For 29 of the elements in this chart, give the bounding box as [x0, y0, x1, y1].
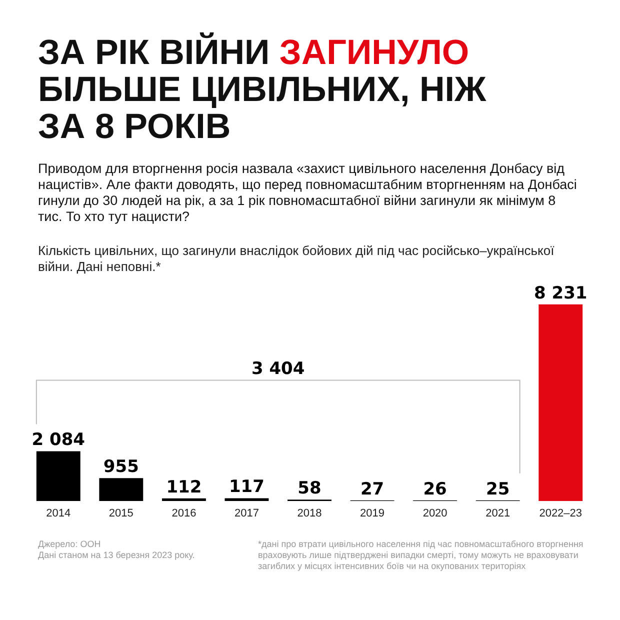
data-label: 27 [360, 479, 384, 500]
bar [162, 498, 206, 501]
data-label: 112 [166, 477, 202, 498]
x-tick-label: 2017 [234, 508, 259, 520]
data-label: 8 231 [534, 283, 588, 304]
x-tick-label: 2014 [46, 508, 71, 520]
x-tick-label: 2022–23 [539, 508, 582, 520]
x-tick-label: 2018 [297, 508, 322, 520]
data-label: 26 [423, 479, 447, 500]
x-tick-label: 2019 [360, 508, 385, 520]
text: Кількість цивільних, що загинули внаслідок бойових дій під час російсько–української війни. Дані неповні.* [38, 243, 556, 275]
chart-title: ЗА РІК ВІЙНИ ЗАГИНУЛО БІЛЬШЕ ЦИВІЛЬНИХ, НІЖ ЗА 8 РОКІВ [38, 33, 486, 146]
x-tick-label: 2016 [172, 508, 196, 520]
chart-subtitle: Приводом для вторгнення росія назвала «захист цивільного населення Донбасу від нацистів». Але факти доводять, що перед повномасштабним вторгненням на Донбасі гинули до 30 людей на рік, а за 1 рік повномасштабної війни загинули як мінімум 8 тис. То хто тут нацисти? [38, 161, 578, 225]
data-label: 117 [228, 477, 264, 498]
x-tick-label: 2020 [422, 508, 448, 520]
text: Джерело: ООН Дані станом на 13 березня 2023 року. [38, 539, 196, 562]
data-label: 955 [103, 457, 139, 478]
text: *дані про втрати цивільного населення під час повномасштабного вторгнення враховують лише підтверджені випадки смерті, тому можуть не враховувати загиблих у місцях інтенсивних боїв чи на окупованих територіях [258, 539, 584, 572]
bar [36, 451, 80, 501]
x-tick-label: 2021 [486, 508, 510, 520]
bar [538, 304, 583, 501]
bar [224, 498, 269, 501]
x-tick-label: 2015 [108, 508, 134, 520]
annotation: 3 404 [251, 359, 305, 380]
data-label: 2 084 [32, 430, 86, 450]
data-label: 58 [298, 478, 322, 499]
bar [99, 478, 144, 501]
data-label: 25 [486, 479, 510, 500]
